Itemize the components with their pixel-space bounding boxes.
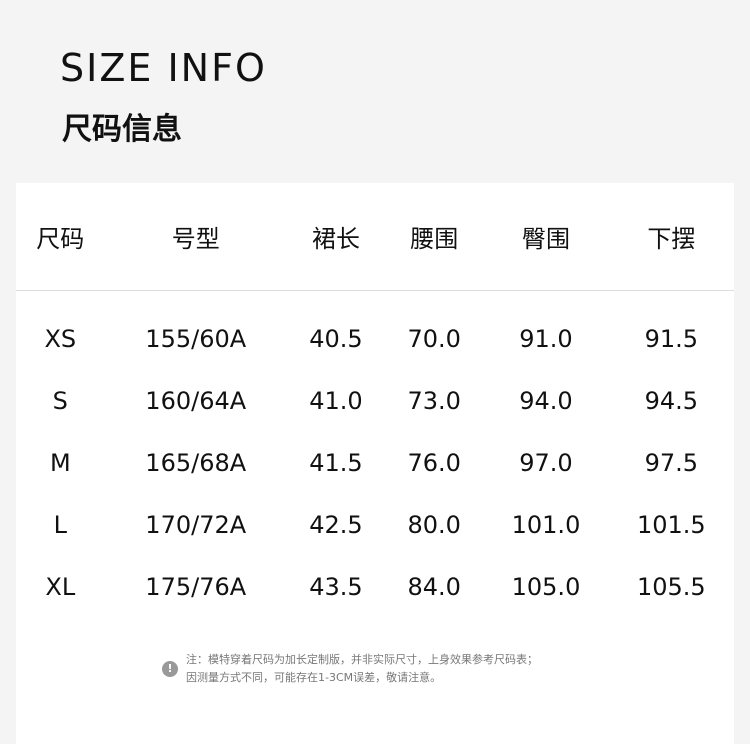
table-cell: 101.0 — [511, 511, 581, 539]
table-cell: 101.5 — [636, 511, 706, 539]
column-header: 臀围 — [483, 183, 609, 291]
table-cell: 105.5 — [636, 573, 706, 601]
title-chinese: 尺码信息 — [62, 112, 182, 147]
table-cell: 105.0 — [511, 573, 581, 601]
table-cell: 91.0 — [519, 325, 573, 353]
table-cell: 40.5 — [309, 325, 363, 353]
table-row: M 165/68A 41.5 76.0 97.0 97.5 — [16, 432, 734, 494]
table-cell: XS — [44, 325, 77, 353]
table-cell: 94.5 — [644, 387, 699, 415]
table-cell: 41.5 — [309, 449, 363, 477]
column-header: 裙长 — [286, 183, 386, 291]
table-row: S 160/64A 41.0 73.0 94.0 94.5 — [16, 370, 734, 432]
table-cell: XL — [45, 573, 76, 601]
table-cell: M — [49, 449, 71, 477]
exclamation-icon: ! — [162, 661, 178, 677]
size-card: 尺码 号型 裙长 腰围 臀围 下摆 XS 155/60A 40.5 70.0 91.0 91.5 S 1… — [16, 183, 734, 744]
note-line-1: 注：模特穿着尺码为加长定制版，并非实际尺寸，上身效果参考尺码表； — [186, 653, 538, 666]
table-cell: 94.0 — [519, 387, 573, 415]
table-cell: 42.5 — [309, 511, 363, 539]
column-header: 腰围 — [385, 183, 484, 291]
note-line-2: 因测量方式不同，可能存在1-3CM误差，敬请注意。 — [186, 671, 442, 684]
table-row: L 170/72A 42.5 80.0 101.0 101.5 — [16, 494, 734, 556]
table-cell: 41.0 — [309, 387, 363, 415]
table-cell: 175/76A — [145, 573, 247, 601]
table-cell: 73.0 — [407, 387, 461, 415]
table-cell: 97.0 — [519, 449, 573, 477]
table-row: XS 155/60A 40.5 70.0 91.0 91.5 — [16, 291, 734, 371]
table-cell: 84.0 — [407, 573, 461, 601]
table-cell: 91.5 — [644, 325, 699, 353]
table-cell: 160/64A — [145, 387, 247, 415]
size-table: 尺码 号型 裙长 腰围 臀围 下摆 XS 155/60A 40.5 70.0 91.0 91.5 S 1… — [16, 183, 734, 618]
column-header: 尺码 — [16, 183, 105, 291]
note: ! 注：模特穿着尺码为加长定制版，并非实际尺寸，上身效果参考尺码表； 因测量方式… — [162, 651, 538, 687]
table-cell: 97.5 — [644, 449, 699, 477]
table-cell: 70.0 — [407, 325, 461, 353]
table-cell: L — [53, 511, 67, 539]
column-header: 号型 — [104, 183, 287, 291]
table-cell: 165/68A — [145, 449, 247, 477]
table-row: XL 175/76A 43.5 84.0 105.0 105.5 — [16, 556, 734, 618]
table-cell: 80.0 — [407, 511, 461, 539]
title-english: SIZE INFO — [60, 46, 267, 90]
table-cell: 170/72A — [145, 511, 247, 539]
column-header: 下摆 — [608, 183, 734, 291]
table-cell: S — [52, 387, 68, 415]
table-cell: 155/60A — [145, 325, 247, 353]
table-cell: 76.0 — [407, 449, 461, 477]
table-cell: 43.5 — [309, 573, 363, 601]
